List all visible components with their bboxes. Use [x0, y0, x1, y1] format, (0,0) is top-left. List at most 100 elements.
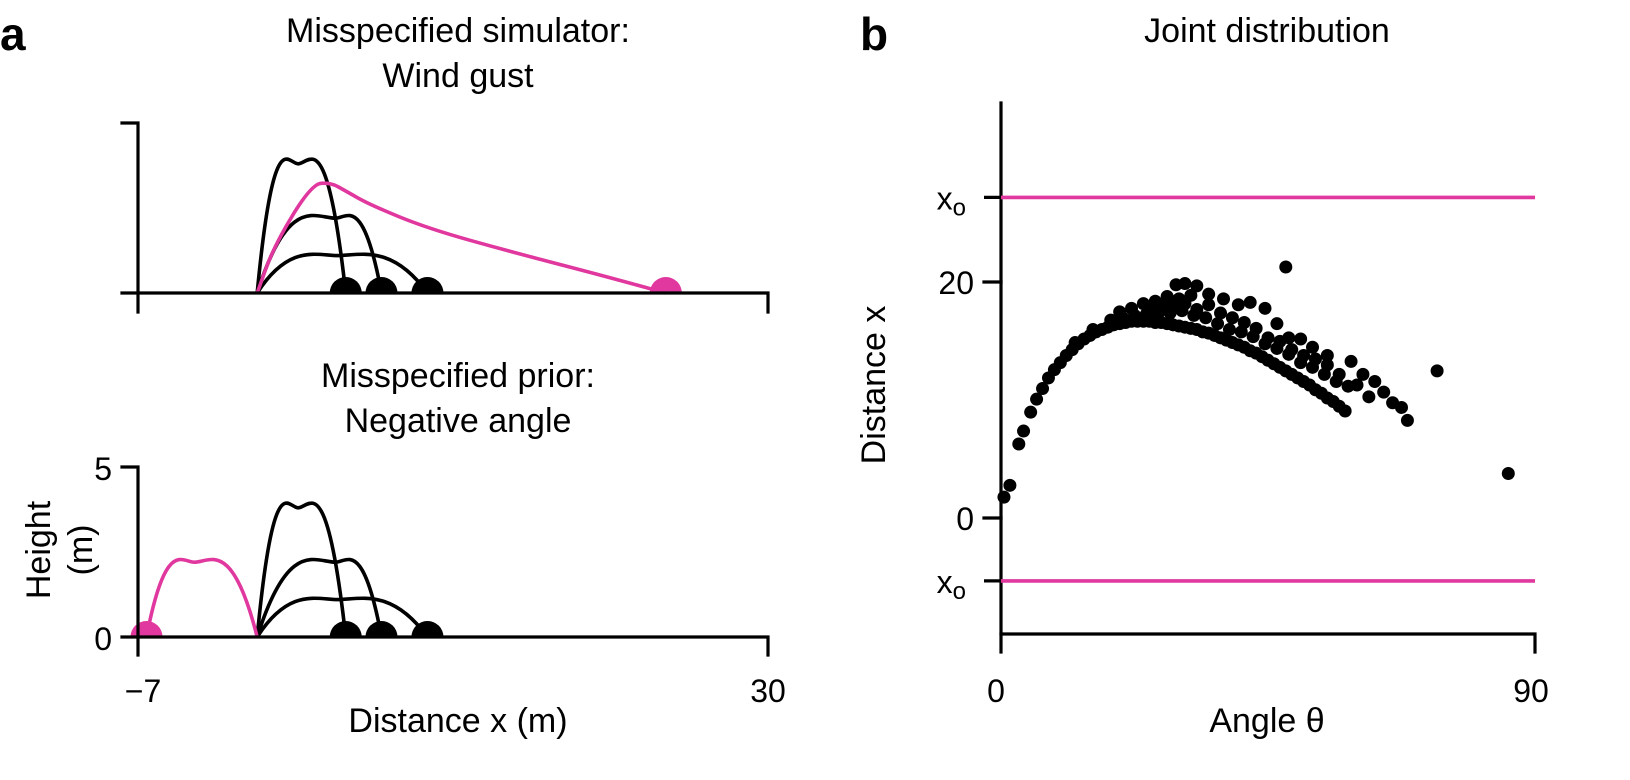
panel-b-xo-subscript-1: o — [953, 578, 966, 605]
panel-a: a Misspecified simulator: Wind gust Miss… — [0, 8, 786, 740]
panel-b-point-0 — [997, 490, 1011, 504]
panel-a-top-plot — [120, 121, 770, 314]
panel-b-point-103 — [1320, 358, 1334, 372]
a-bottom-trajectory-0 — [255, 501, 348, 638]
panel-a-bottom-plot: 5 0 −7 30 Distance x (m) Height (m) — [20, 451, 786, 740]
a-top-series — [255, 157, 682, 295]
panel-b-point-106 — [1178, 277, 1192, 291]
panel-b-scatter-points — [997, 260, 1515, 504]
a-top-landing-point-1 — [365, 277, 398, 293]
panel-b-title: Joint distribution — [1144, 12, 1390, 50]
panel-b-point-1 — [1003, 478, 1017, 492]
panel-b-point-115 — [1294, 332, 1308, 346]
panel-b-point-101 — [1297, 349, 1311, 363]
panel-b-xo-label-0: xo — [937, 180, 966, 221]
panel-b-point-96 — [1237, 315, 1251, 329]
panel-b-point-109 — [1217, 292, 1230, 306]
panel-b-point-93 — [1202, 298, 1216, 312]
panel-b-plot: 20 0 0 90 Angle θ Distance x xo xo — [855, 101, 1549, 740]
panel-b-point-58 — [1068, 336, 1082, 350]
panel-b-point-82 — [1125, 301, 1139, 315]
a-top-landing-point-3 — [649, 277, 682, 293]
panel-a-letter: a — [0, 8, 26, 60]
panel-b-point-95 — [1225, 311, 1239, 325]
panel-b-point-121 — [1377, 385, 1391, 399]
panel-b-point-129 — [1501, 467, 1515, 481]
a-top-trajectory-0 — [255, 157, 348, 294]
panel-b-point-6 — [1036, 382, 1050, 396]
panel-b-point-124 — [1400, 413, 1414, 427]
panel-b-letter: b — [860, 8, 888, 60]
panel-b-xo-subscript-0: o — [953, 194, 966, 221]
panel-b-point-112 — [1258, 301, 1272, 315]
panel-b-point-116 — [1306, 340, 1319, 354]
panel-b-point-113 — [1270, 317, 1284, 331]
panel-b-point-110 — [1231, 298, 1245, 312]
panel-a-xlabel: Distance x (m) — [348, 702, 567, 740]
panel-b-point-81 — [1113, 305, 1127, 319]
panel-b-point-102 — [1308, 352, 1322, 366]
panel-a-top-title-line1: Misspecified simulator: — [286, 12, 630, 50]
panel-b-point-104 — [1332, 367, 1346, 381]
panel-b-point-59 — [1086, 323, 1100, 337]
panel-b-axes — [999, 101, 1537, 654]
panel-b-xo-label-1: xo — [937, 564, 966, 605]
panel-b-point-108 — [1202, 287, 1216, 301]
panel-b-point-57 — [1338, 404, 1352, 418]
panel-b-point-119 — [1356, 367, 1370, 381]
panel-b-ytick-0: 0 — [956, 501, 974, 537]
panel-b-point-70 — [1222, 323, 1236, 337]
panel-b-point-94 — [1214, 306, 1228, 320]
panel-b-point-2 — [1012, 437, 1026, 451]
panel-b-point-125 — [1350, 378, 1364, 392]
a-top-landing-point-2 — [411, 277, 444, 293]
panel-a-bottom-title-line1: Misspecified prior: — [321, 357, 595, 395]
panel-a-top-ticks — [120, 291, 140, 314]
panel-b-point-127 — [1279, 260, 1293, 274]
panel-a-xtick-min: −7 — [125, 673, 161, 709]
a-bottom-landing-point-2 — [411, 621, 444, 637]
a-bottom-landing-point-1 — [365, 621, 398, 637]
a-top-trajectory-3 — [255, 181, 667, 295]
panel-b-xlabel: Angle θ — [1209, 702, 1324, 740]
panel-b-point-111 — [1243, 295, 1257, 309]
panel-b-point-98 — [1261, 331, 1275, 345]
a-bottom-trajectory-2 — [255, 596, 429, 639]
panel-b-point-120 — [1368, 374, 1382, 388]
panel-a-ytick-0: 0 — [94, 621, 112, 657]
panel-a-ytick-5: 5 — [94, 451, 112, 487]
panel-a-top-title-line2: Wind gust — [382, 57, 534, 95]
panel-b-point-97 — [1249, 321, 1263, 335]
panel-b-point-92 — [1190, 303, 1204, 316]
panel-b-xtick-0: 0 — [987, 673, 1005, 709]
panel-b-point-86 — [1154, 299, 1168, 313]
a-bottom-trajectory-1 — [255, 557, 384, 638]
panel-b: b Joint distribution 20 0 0 90 Angle θ D… — [855, 8, 1549, 740]
panel-b-point-4 — [1024, 405, 1038, 419]
a-bottom-landing-point-3 — [130, 621, 163, 637]
panel-b-point-69 — [1211, 317, 1225, 331]
panel-b-point-128 — [1430, 364, 1444, 378]
a-top-trajectory-2 — [255, 252, 429, 295]
panel-b-point-126 — [1362, 390, 1376, 404]
panel-b-point-68 — [1199, 311, 1213, 325]
a-bottom-trajectory-3 — [144, 557, 259, 638]
panel-b-point-118 — [1344, 354, 1358, 368]
panel-b-ytick-20: 20 — [938, 265, 974, 301]
panel-a-bottom-title-line2: Negative angle — [345, 402, 572, 440]
panel-b-xtick-90: 90 — [1513, 673, 1549, 709]
panel-a-xtick-max: 30 — [750, 673, 786, 709]
panel-a-ylabel-line1: Height — [20, 500, 58, 599]
panel-b-point-107 — [1190, 279, 1204, 293]
panel-b-point-3 — [1017, 424, 1031, 438]
panel-b-ylabel: Distance x — [855, 306, 893, 465]
panel-b-point-91 — [1184, 288, 1198, 302]
panel-b-point-5 — [1030, 392, 1044, 406]
panel-b-point-123 — [1395, 400, 1408, 414]
panel-b-point-60 — [1104, 313, 1118, 327]
panel-a-ylabel-line2: (m) — [62, 525, 100, 576]
panel-b-point-117 — [1320, 349, 1334, 363]
panel-a-bottom-ticks — [120, 635, 140, 657]
panel-b-ytick-marks — [982, 280, 1003, 520]
